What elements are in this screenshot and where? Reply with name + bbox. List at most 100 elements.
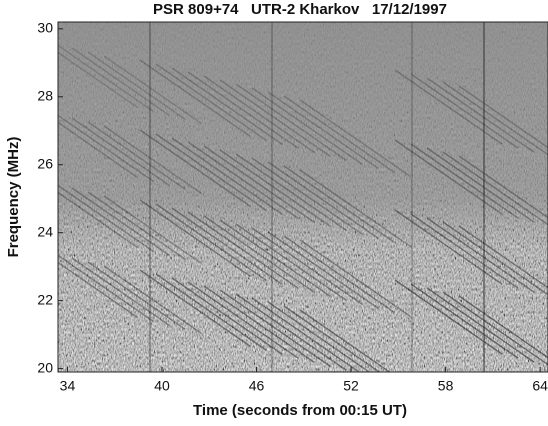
streak [71, 257, 170, 327]
streak [187, 281, 299, 360]
streak [155, 273, 267, 352]
streak [235, 153, 347, 232]
streak [267, 91, 379, 170]
y-tick-label: 28 [37, 87, 53, 103]
streak [442, 291, 548, 366]
streak [171, 277, 283, 356]
streak [219, 289, 331, 368]
x-tick-label: 64 [532, 378, 548, 394]
streak [87, 191, 186, 261]
pulse-streaks [58, 22, 548, 372]
streak [410, 143, 519, 219]
streak [203, 285, 315, 364]
y-tick-label: 22 [37, 291, 53, 307]
streak [219, 149, 331, 228]
x-tick-label: 58 [438, 378, 454, 394]
streak [87, 261, 186, 331]
streak [410, 213, 519, 289]
streak [283, 165, 395, 244]
streak [58, 44, 154, 113]
streak [458, 85, 548, 149]
streak [267, 161, 379, 240]
x-axis-label: Time (seconds from 00:15 UT) [193, 402, 407, 419]
streak [187, 71, 299, 150]
streak [139, 199, 251, 278]
streak [58, 191, 138, 249]
streak [251, 227, 363, 306]
streak [103, 195, 202, 265]
streak [155, 63, 267, 142]
streak [426, 287, 535, 363]
x-tick-label: 46 [249, 378, 265, 394]
streak [87, 121, 186, 191]
streak [103, 265, 202, 335]
streak [235, 83, 347, 162]
streak [139, 269, 251, 348]
streak [87, 51, 186, 121]
streak [58, 114, 154, 183]
streak [155, 203, 267, 282]
streak [267, 301, 371, 372]
streak [426, 77, 535, 153]
streak [155, 133, 267, 212]
streak [458, 155, 548, 219]
streak [71, 187, 170, 257]
streak [187, 211, 299, 290]
streak [203, 75, 315, 154]
streak [442, 151, 548, 226]
streak [458, 295, 548, 359]
x-tick-label: 52 [343, 378, 359, 394]
x-tick-label: 34 [60, 378, 76, 394]
plot-frame [57, 21, 548, 373]
streak [283, 235, 395, 314]
streak [203, 145, 315, 224]
y-tick-label: 24 [37, 223, 53, 239]
streak [103, 125, 202, 195]
streak [299, 239, 411, 318]
streak [71, 117, 170, 187]
streak [58, 254, 154, 323]
streak [426, 147, 535, 223]
streak [58, 261, 138, 319]
streak [458, 225, 548, 289]
streak [299, 169, 411, 248]
streak [219, 219, 331, 298]
streak [283, 305, 381, 372]
y-axis-label: Frequency (MHz) [5, 137, 22, 258]
streak [139, 59, 251, 138]
streak [299, 99, 411, 178]
streak [235, 293, 347, 372]
streak [171, 67, 283, 146]
streak [71, 47, 170, 117]
streak [58, 51, 138, 109]
streak [203, 215, 315, 294]
y-tick-label: 26 [37, 155, 53, 171]
streak [103, 55, 202, 125]
streak [187, 141, 299, 220]
streak [251, 297, 361, 372]
streak [251, 87, 363, 166]
x-tick-label: 40 [154, 378, 170, 394]
streak [219, 79, 331, 158]
streak [442, 81, 548, 156]
streak [139, 129, 251, 208]
streak [171, 207, 283, 286]
streak [410, 283, 519, 359]
chart-title: PSR 809+74 UTR-2 Kharkov 17/12/1997 [153, 1, 447, 18]
streak [426, 217, 535, 293]
streak [410, 73, 519, 149]
streak [58, 121, 138, 179]
streak [283, 95, 395, 174]
streak [442, 221, 548, 296]
y-tick-label: 30 [37, 19, 53, 35]
y-tick-label: 20 [37, 359, 53, 375]
streak [171, 137, 283, 216]
noise-texture [58, 22, 548, 372]
streak [58, 184, 154, 253]
streak [235, 223, 347, 302]
streak [251, 157, 363, 236]
streak [267, 231, 379, 310]
streak [299, 309, 391, 372]
